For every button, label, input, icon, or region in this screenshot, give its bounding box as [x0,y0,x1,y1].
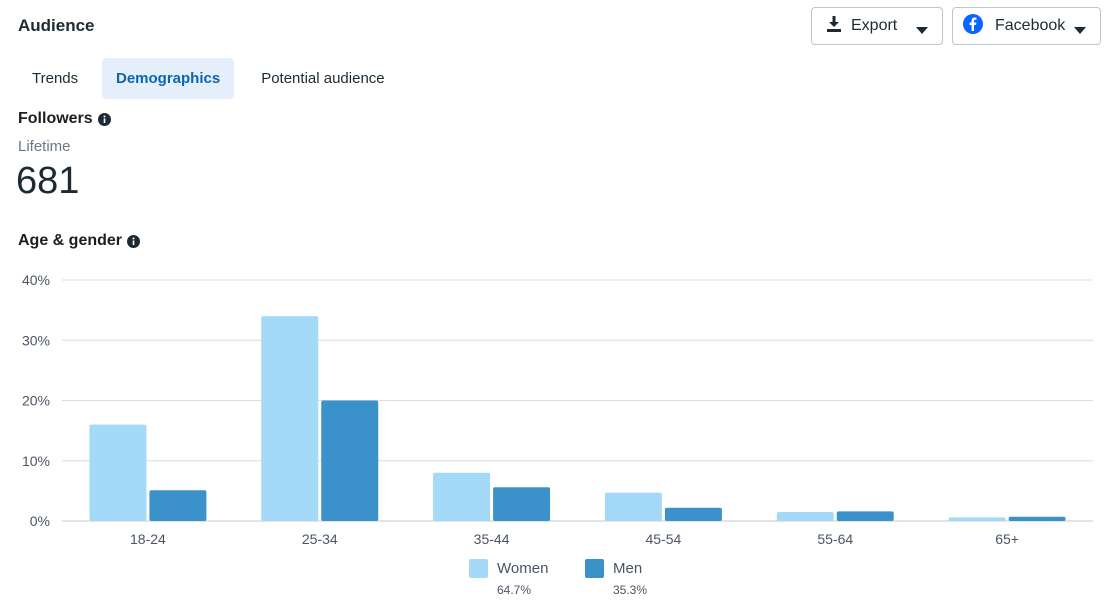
bar-women-25-34[interactable] [261,316,319,521]
x-tick-label: 55-64 [817,531,853,547]
age-gender-heading: Age & gender [18,232,141,250]
bar-women-65+[interactable] [948,517,1006,521]
followers-count: 681 [16,160,80,202]
followers-label: Followers [18,110,93,127]
page-title: Audience [18,16,95,35]
x-tick-label: 65+ [995,531,1019,547]
bar-men-25-34[interactable] [321,400,379,522]
age-gender-label: Age & gender [18,232,123,249]
bar-men-65+[interactable] [1008,516,1066,521]
followers-period: Lifetime [18,138,71,155]
tab-bar: Trends Demographics Potential audience [18,58,399,99]
bar-men-18-24[interactable] [149,490,207,521]
bar-women-55-64[interactable] [776,511,834,521]
age-gender-chart: 0% 10% 20% 30% 40% 18-24 25-34 35-44 45-54 55-64 6… [22,272,1093,547]
y-tick-label: 20% [22,393,50,409]
legend-women-pct: 64.7% [497,583,532,597]
export-label: Export [851,17,898,34]
export-button[interactable]: Export [811,7,943,45]
followers-heading: Followers [18,110,111,128]
legend-men-pct: 35.3% [613,583,648,597]
x-tick-label: 35-44 [474,531,510,547]
y-tick-label: 0% [30,513,50,529]
x-tick-label: 45-54 [646,531,682,547]
x-tick-label: 25-34 [302,531,338,547]
platform-label: Facebook [995,17,1066,34]
caret-down-icon [1074,22,1086,40]
bar-men-55-64[interactable] [836,511,894,521]
tab-trends[interactable]: Trends [32,70,79,87]
caret-down-icon [916,22,928,40]
y-tick-label: 10% [22,453,50,469]
y-tick-label: 40% [22,272,50,288]
legend-women: Women 64.7% [469,559,548,597]
bar-women-45-54[interactable] [604,492,662,521]
legend-men-label: Men [613,560,643,577]
download-icon [826,15,842,38]
legend-swatch-men [585,559,604,578]
tab-potential-audience[interactable]: Potential audience [261,70,385,87]
info-icon[interactable] [127,234,141,248]
bar-women-18-24[interactable] [89,424,147,521]
bar-women-35-44[interactable] [433,472,491,521]
x-tick-label: 18-24 [130,531,166,547]
bar-men-45-54[interactable] [664,507,722,521]
legend-men: Men 35.3% [585,559,647,597]
y-tick-label: 30% [22,332,50,348]
bar-men-35-44[interactable] [493,487,551,521]
legend-swatch-women [469,559,488,578]
legend-women-label: Women [497,560,549,577]
tab-demographics[interactable]: Demographics [102,58,235,99]
facebook-logo-icon [963,13,983,39]
platform-select[interactable]: Facebook [952,7,1101,45]
info-icon[interactable] [97,112,111,126]
